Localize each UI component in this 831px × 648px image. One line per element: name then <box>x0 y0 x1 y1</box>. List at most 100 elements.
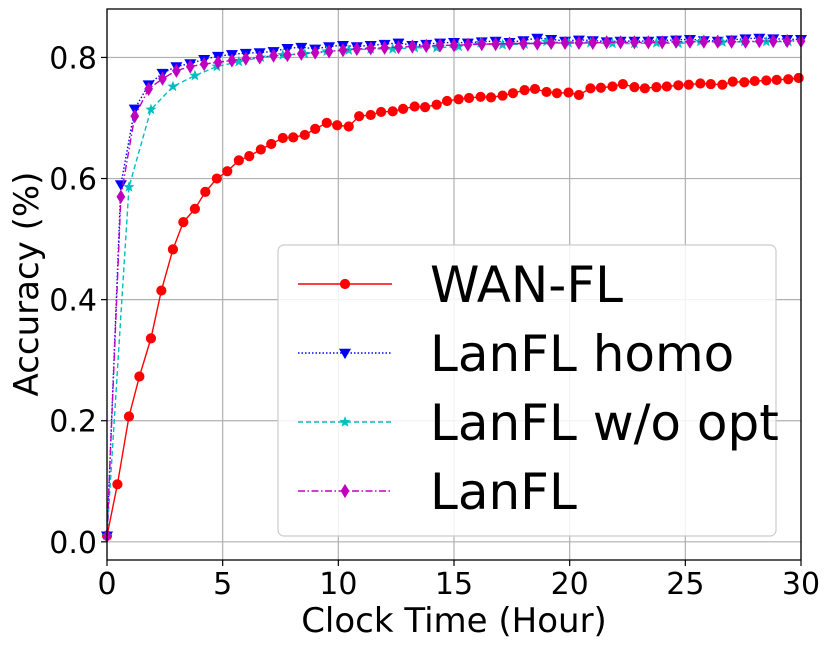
legend-box <box>277 244 777 537</box>
data-point-lanfl <box>255 50 265 65</box>
data-point-wan-fl <box>519 85 530 96</box>
data-point-lanfl <box>116 189 126 204</box>
data-point-wan-fl <box>771 74 782 85</box>
data-point-wan-fl <box>485 92 497 103</box>
data-point-wan-fl <box>617 78 628 90</box>
data-point-wan-fl <box>761 75 772 86</box>
data-point-lanfl <box>671 34 681 49</box>
x-tick-label: 20 <box>551 567 589 602</box>
y-tick-label: 0.8 <box>49 41 97 76</box>
series-line-lanfl <box>106 40 801 536</box>
data-point-lanfl <box>463 37 473 52</box>
data-point-wan-fl <box>629 82 640 93</box>
axis-ticks: 0 5 10 15 20 25 30 0.0 0.2 0.4 0.6 0.8 <box>49 41 820 602</box>
data-point-wan-fl <box>639 83 650 94</box>
data-point-wan-fl <box>112 479 123 490</box>
data-point-wan-fl <box>332 120 343 131</box>
data-point-wan-fl <box>651 82 662 93</box>
x-tick-label: 25 <box>666 567 704 602</box>
y-tick-label: 0.0 <box>49 526 97 561</box>
data-point-lanfl <box>158 71 167 86</box>
data-point-wan-fl <box>167 244 179 255</box>
y-tick-label: 0.6 <box>49 163 97 198</box>
x-tick-label: 30 <box>782 567 820 602</box>
y-axis-label: Accuracy (%) <box>7 172 47 397</box>
series-line-wan-fl <box>106 77 799 536</box>
data-point-wan-fl <box>409 101 420 112</box>
data-point-wan-fl <box>793 72 804 84</box>
x-tick-label: 5 <box>213 567 232 602</box>
data-point-wan-fl <box>211 173 222 184</box>
data-point-wan-fl <box>145 333 157 344</box>
data-point-wan-fl <box>749 75 760 87</box>
data-point-wan-fl <box>475 91 486 102</box>
data-point-wan-fl <box>705 78 716 90</box>
data-point-wan-fl <box>310 123 321 134</box>
data-point-wan-fl <box>529 83 541 95</box>
data-point-wan-fl <box>156 285 167 296</box>
data-point-lanfl <box>630 35 639 50</box>
data-point-wan-fl <box>321 117 332 128</box>
data-point-wan-fl <box>343 121 354 132</box>
data-point-wan-fl <box>398 103 409 115</box>
data-point-lanfl <box>408 39 417 54</box>
data-point-wan-fl <box>222 166 233 177</box>
data-point-wan-fl <box>376 106 387 118</box>
data-point-wan-fl <box>134 371 145 382</box>
data-point-lanfl <box>380 40 389 55</box>
data-point-wan-fl <box>244 151 255 162</box>
data-point-wan-fl <box>288 132 299 143</box>
data-point-lanfl <box>755 34 764 49</box>
data-point-wan-fl <box>695 78 706 89</box>
data-point-wan-fl <box>441 95 453 107</box>
data-point-lanfl <box>741 34 750 49</box>
data-point-lanfl <box>310 45 320 60</box>
data-point-lanfl <box>172 63 181 78</box>
data-point-lanfl <box>366 41 376 56</box>
data-point-wan-fl <box>178 217 189 228</box>
data-point-wan-fl <box>607 81 618 92</box>
data-point-wan-fl <box>661 81 672 92</box>
data-point-wan-fl <box>585 83 596 94</box>
data-point-lanfl <box>699 34 709 49</box>
x-tick-label: 10 <box>319 567 357 602</box>
data-point-wan-fl <box>551 88 563 99</box>
legend-label-lanfl-w-o-opt: LanFL w/o opt <box>430 394 779 452</box>
data-point-wan-fl <box>497 90 508 101</box>
legend-marker-wan-fl <box>339 278 351 290</box>
data-point-lanfl <box>213 55 223 70</box>
data-point-wan-fl <box>431 99 442 110</box>
data-point-lanfl-w-o-opt <box>167 80 179 92</box>
data-point-lanfl <box>560 35 570 50</box>
data-point-wan-fl <box>595 82 606 93</box>
data-point-lanfl <box>532 36 542 51</box>
data-point-lanfl <box>199 57 209 72</box>
data-point-wan-fl <box>123 411 135 422</box>
y-tick-label: 0.2 <box>49 405 97 440</box>
data-point-lanfl <box>241 51 251 66</box>
data-point-lanfl <box>727 34 736 49</box>
data-point-lanfl <box>185 59 195 74</box>
data-point-lanfl <box>130 109 140 124</box>
data-point-wan-fl <box>783 74 794 85</box>
data-point-wan-fl <box>463 92 475 104</box>
data-point-lanfl <box>296 46 306 61</box>
series-lanfl <box>102 34 806 543</box>
y-tick-label: 0.4 <box>49 284 97 319</box>
data-point-wan-fl <box>354 111 365 122</box>
data-point-lanfl <box>394 40 403 55</box>
data-point-lanfl <box>324 44 334 59</box>
data-point-lanfl <box>352 41 362 57</box>
data-point-wan-fl <box>299 129 310 141</box>
data-point-wan-fl <box>507 88 519 99</box>
legend-label-lanfl-homo: LanFL homo <box>430 325 734 383</box>
legend-marker-lanfl <box>340 483 350 499</box>
data-point-wan-fl <box>727 76 738 87</box>
data-point-lanfl <box>477 37 487 52</box>
legend-label-wan-fl: WAN-FL <box>430 256 623 314</box>
data-point-lanfl <box>574 35 584 50</box>
data-point-lanfl <box>782 34 792 49</box>
data-point-wan-fl <box>233 155 244 166</box>
data-point-wan-fl <box>419 101 431 113</box>
